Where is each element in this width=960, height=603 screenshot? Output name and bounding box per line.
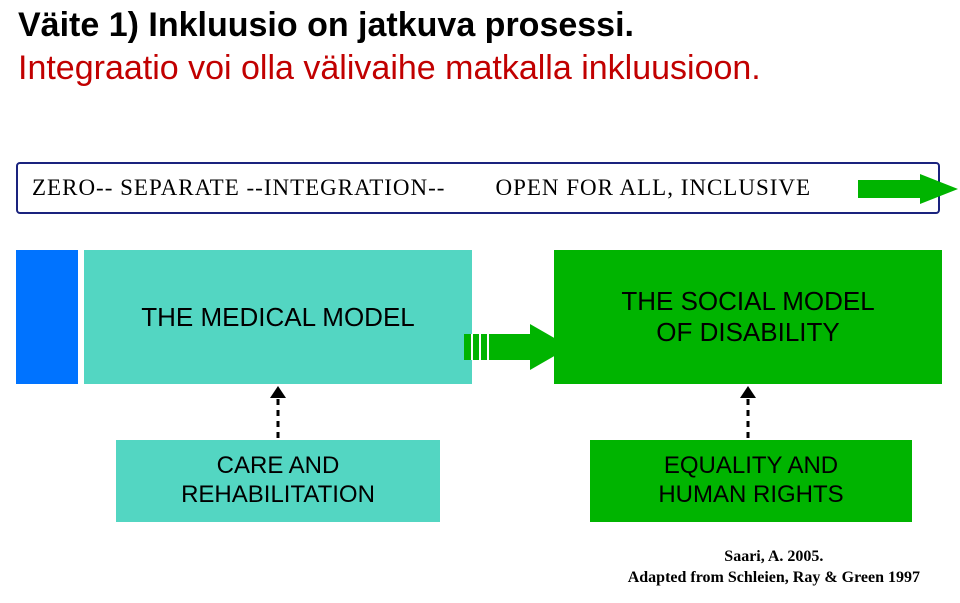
medical-model-label: THE MEDICAL MODEL — [141, 302, 415, 333]
continuum-right-text: OPEN FOR ALL, INCLUSIVE — [495, 175, 811, 201]
continuum-left-text: ZERO-- SEPARATE --INTEGRATION-- — [32, 175, 445, 201]
citation-line2: Adapted from Schleien, Ray & Green 1997 — [628, 569, 920, 586]
care-rehab-box: CARE AND REHABILITATION — [116, 440, 440, 522]
care-rehab-label-l2: REHABILITATION — [181, 481, 375, 508]
medical-model-box: THE MEDICAL MODEL — [84, 250, 472, 384]
arrow-equality-to-social-icon — [740, 386, 756, 438]
title-line1: Väite 1) Inkluusio on jatkuva prosessi. — [18, 6, 634, 44]
slide-title: Väite 1) Inkluusio on jatkuva prosessi. … — [18, 4, 761, 89]
zero-stage-block — [16, 250, 78, 384]
arrow-care-to-medical-icon — [270, 386, 286, 438]
equality-rights-label-l1: EQUALITY AND — [664, 452, 838, 479]
arrow-continuum-right-icon — [858, 174, 958, 204]
citation-line1: Saari, A. 2005. — [724, 548, 823, 565]
title-line2: Integraatio voi olla välivaihe matkalla … — [18, 49, 761, 87]
continuum-box: ZERO-- SEPARATE --INTEGRATION-- OPEN FOR… — [16, 162, 940, 214]
care-rehab-label-l1: CARE AND — [217, 452, 340, 479]
equality-rights-label-l2: HUMAN RIGHTS — [658, 481, 843, 508]
social-model-label-l2: OF DISABILITY — [656, 317, 840, 347]
equality-rights-box: EQUALITY AND HUMAN RIGHTS — [590, 440, 912, 522]
citation: Saari, A. 2005. Adapted from Schleien, R… — [628, 546, 920, 589]
social-model-box: THE SOCIAL MODEL OF DISABILITY — [554, 250, 942, 384]
social-model-label-l1: THE SOCIAL MODEL — [621, 286, 874, 316]
